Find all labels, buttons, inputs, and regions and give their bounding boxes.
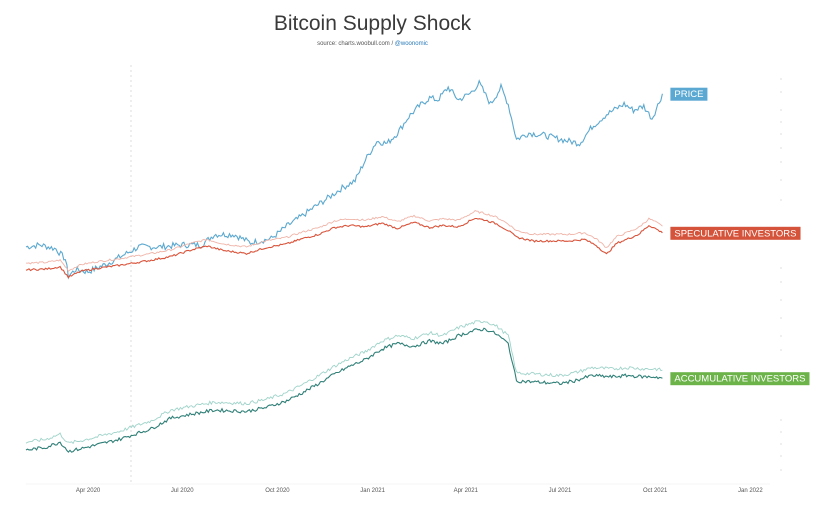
speculative-investors-light-line [25,209,663,273]
y-tick-mark [780,121,782,123]
accumulative-investors-light-line [25,320,663,445]
x-axis: Apr 2020 Jul 2020 Oct 2020 Jan 2021 Apr 2021… [26,483,770,494]
accumulative-investors-label: ACCUMULATIVE INVESTORS [670,372,810,386]
y-tick-mark [780,109,782,111]
x-tick-label: Jul 2021 [549,488,572,494]
y-tick-mark [780,267,782,269]
x-tick-label: Apr 2020 [76,488,101,494]
chart-title: Bitcoin Supply Shock [273,12,472,35]
y-tick-mark [780,455,782,457]
chart-subtitle: source: charts.woobull.com / @woonomic [240,41,505,47]
y-tick-mark [780,199,782,201]
y-tick-mark [780,147,782,149]
speculative-investors-line [25,217,663,279]
source-handle-link[interactable]: @woonomic [394,41,428,47]
y-tick-mark [780,161,782,163]
accumulative-investors-label-bg [670,372,810,386]
y-tick-mark [780,335,782,337]
y-axis-ticks [780,78,782,471]
y-tick-mark [780,78,782,80]
x-tick-label: Jul 2020 [171,488,194,494]
y-tick-mark [780,133,782,135]
y-tick-mark [780,469,782,471]
accumulative-investors-label-text: ACCUMULATIVE INVESTORS [674,374,805,385]
y-tick-mark [780,317,782,319]
series-layer [25,79,663,453]
y-tick-mark [780,281,782,283]
x-tick-label: Apr 2021 [454,488,479,494]
y-tick-mark [780,349,782,351]
x-tick-label: Oct 2021 [643,488,668,494]
y-tick-mark [780,299,782,301]
price-label-text: PRICE [674,89,703,100]
price-label-bg [670,87,708,101]
y-tick-mark [780,419,782,421]
speculative-investors-label: SPECULATIVE INVESTORS [670,226,801,240]
x-tick-label: Oct 2020 [265,488,290,494]
price-line [25,79,663,280]
y-tick-mark [780,179,782,181]
speculative-investors-label-bg [670,226,801,240]
accumulative-investors-line [25,327,663,453]
price-label: PRICE [670,87,708,101]
source-text: source: charts.woobull.com / [317,41,394,47]
x-tick-label: Jan 2022 [738,488,763,494]
y-tick-mark [780,431,782,433]
y-tick-mark [780,91,782,93]
speculative-investors-label-text: SPECULATIVE INVESTORS [674,228,796,239]
x-tick-label: Jan 2021 [360,488,385,494]
y-tick-mark [780,443,782,445]
series-labels: PRICE SPECULATIVE INVESTORS ACCUMULATIVE I… [670,87,810,386]
